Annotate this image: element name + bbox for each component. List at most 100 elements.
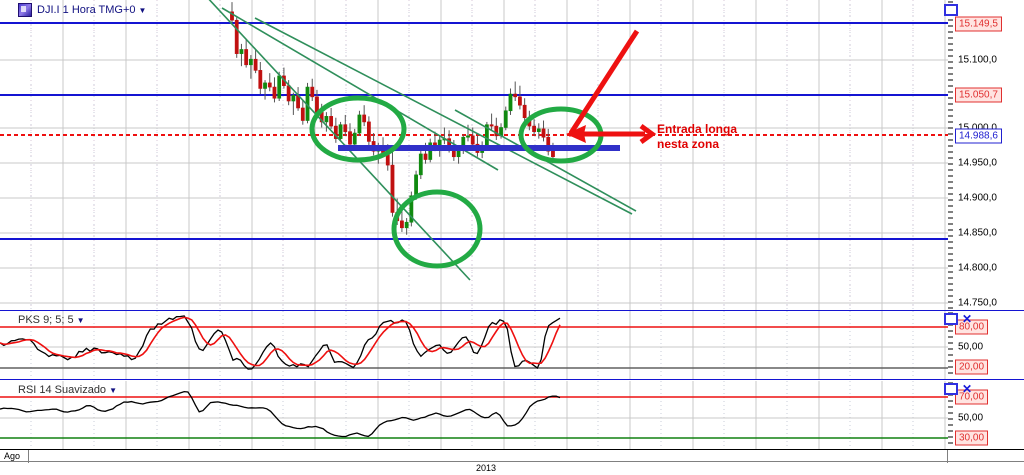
axis-tick-label: 15.100,0: [958, 54, 997, 66]
rsi-axis[interactable]: 50,00 70,00 30,00: [948, 381, 1024, 450]
candle: [428, 142, 433, 160]
pks-window-controls[interactable]: ✕: [944, 313, 972, 325]
candle: [253, 58, 258, 71]
candle: [333, 125, 338, 139]
candle: [272, 86, 277, 99]
restore-window-icon[interactable]: [944, 4, 958, 16]
candle: [494, 125, 499, 137]
candle: [489, 124, 494, 127]
candle: [267, 82, 272, 88]
pks-panel-header[interactable]: PKS 9; 5; 5 ▼: [18, 314, 85, 326]
candle: [395, 212, 400, 222]
candle: [447, 138, 452, 149]
candle: [291, 95, 296, 102]
candle: [414, 174, 418, 197]
axis-price-tag[interactable]: 80,00: [955, 319, 989, 335]
candle: [277, 75, 282, 99]
rsi-panel-header[interactable]: RSI 14 Suavizado ▼: [18, 384, 117, 396]
candle: [343, 124, 348, 132]
entry-annotation: Entrada longa nesta zona: [657, 122, 737, 152]
candle: [466, 135, 470, 138]
price-axis[interactable]: 15.100,0 15.000,0 14.950,0 14.900,0 14.850,0…: [948, 0, 1024, 311]
candle: [300, 107, 305, 121]
rsi-title-label: RSI 14 Suavizado: [18, 384, 107, 396]
rsi-panel: [0, 381, 948, 450]
ig-logo-icon: [18, 3, 32, 17]
candle: [456, 149, 461, 158]
time-axis-year-label: 2013: [476, 463, 497, 473]
rsi-plot[interactable]: [0, 381, 948, 449]
candle: [338, 124, 343, 139]
axis-price-tag[interactable]: 15.149,5: [955, 16, 1002, 32]
candle: [536, 128, 541, 132]
price-plot[interactable]: [0, 0, 948, 310]
candle: [286, 85, 291, 102]
candle: [263, 82, 267, 89]
close-icon[interactable]: ✕: [962, 312, 973, 326]
candle: [480, 145, 485, 153]
price-panel: [0, 0, 948, 311]
close-icon[interactable]: ✕: [962, 382, 973, 396]
pks-k-line: [0, 315, 561, 370]
candle: [546, 136, 551, 152]
candle: [282, 75, 286, 86]
candle: [248, 58, 253, 66]
candle: [352, 132, 357, 145]
time-axis[interactable]: Ago 2013: [0, 449, 1024, 475]
chevron-down-icon[interactable]: ▼: [76, 315, 85, 325]
candle: [418, 153, 423, 176]
candle: [423, 153, 428, 160]
axis-price-tag[interactable]: 70,00: [955, 389, 989, 405]
axis-tick-label: 14.850,0: [958, 227, 997, 239]
candle: [329, 116, 334, 127]
axis-price-tag[interactable]: 15.050,7: [955, 87, 1002, 103]
candle: [437, 139, 442, 148]
pks-d-line: [0, 316, 561, 367]
time-axis-separator: [947, 450, 948, 463]
candle: [315, 96, 319, 113]
price-panel-header[interactable]: DJI.I 1 Hora TMG+0 ▼: [18, 3, 146, 17]
candle: [385, 152, 390, 166]
candle: [296, 95, 300, 109]
time-axis-month-label: Ago: [4, 451, 21, 461]
candle: [527, 117, 532, 127]
candle: [475, 143, 480, 153]
restore-window-icon[interactable]: [944, 313, 958, 325]
chevron-down-icon[interactable]: ▼: [138, 5, 147, 15]
candle: [470, 135, 475, 145]
candle: [532, 125, 536, 132]
axis-price-tag[interactable]: 30,00: [955, 430, 989, 446]
chevron-down-icon[interactable]: ▼: [109, 385, 117, 395]
axis-price-tag[interactable]: 20,00: [955, 359, 989, 375]
candle: [508, 93, 513, 112]
candle: [551, 150, 555, 158]
candle: [366, 121, 371, 142]
axis-tick-label: 14.900,0: [958, 192, 997, 204]
axis-tick-label: 15.000,0: [958, 123, 997, 134]
candle: [376, 146, 381, 152]
axis-price-tag[interactable]: 14.988,6: [955, 128, 1002, 144]
candle: [451, 148, 456, 158]
axis-tick-label: 14.750,0: [958, 297, 997, 309]
price-panel-window-controls[interactable]: [944, 4, 958, 16]
candle: [258, 70, 263, 89]
restore-window-icon[interactable]: [944, 383, 958, 395]
candle: [381, 146, 385, 153]
candle: [461, 136, 466, 151]
candle: [522, 104, 527, 119]
rsi-window-controls[interactable]: ✕: [944, 383, 972, 395]
candle: [400, 220, 404, 229]
price-axis-ticks: [948, 1, 953, 309]
candle: [484, 124, 489, 146]
candle: [319, 111, 324, 123]
candle: [442, 138, 447, 141]
time-axis-upper-row: Ago: [0, 449, 1024, 463]
candle: [234, 19, 239, 54]
pks-plot[interactable]: [0, 311, 948, 379]
time-axis-lower-row: 2013: [0, 462, 1024, 475]
candle: [499, 127, 503, 137]
candle: [230, 11, 234, 21]
entry-annotation-line1: Entrada longa: [657, 122, 738, 136]
pks-axis[interactable]: 50,00 80,00 20,00: [948, 311, 1024, 380]
axis-tick-label: 50,00: [958, 412, 984, 424]
